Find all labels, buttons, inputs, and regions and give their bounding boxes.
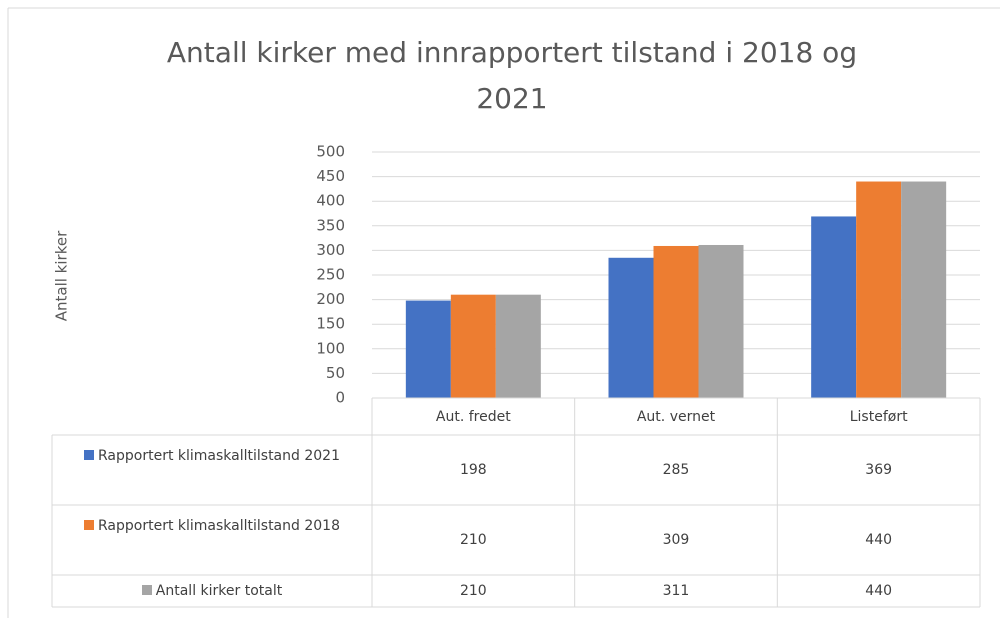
table-value: 285 (662, 462, 690, 478)
legend-label: Rapportert klimaskalltilstand 2018 (98, 518, 340, 534)
bar (811, 216, 857, 398)
table-value: 309 (662, 532, 690, 548)
y-tick-label: 150 (316, 315, 345, 333)
table-value: 311 (662, 583, 690, 599)
legend-swatch (141, 585, 152, 595)
table-value: 440 (865, 583, 893, 599)
category-label: Listeført (849, 408, 908, 425)
y-tick-label: 300 (316, 241, 345, 259)
table-value: 210 (459, 583, 487, 599)
bar (856, 181, 902, 398)
bar (450, 294, 496, 398)
bar (653, 245, 699, 398)
legend-entry: Rapportert klimaskalltilstand 2018 (56, 505, 368, 575)
bar (495, 294, 541, 398)
legend-swatch (84, 520, 94, 530)
y-tick-label: 200 (316, 290, 345, 308)
category-label: Aut. fredet (435, 408, 511, 425)
table-value: 440 (865, 532, 893, 548)
legend-label: Antall kirker totalt (155, 583, 283, 599)
table-value: 198 (459, 462, 487, 478)
y-tick-label: 500 (316, 143, 345, 161)
legend-entry: Antall kirker totalt (56, 575, 368, 607)
y-axis-label: Antall kirker (53, 230, 71, 321)
chart-title: Antall kirker med innrapportert tilstand… (166, 36, 858, 115)
table-value: 210 (459, 532, 487, 548)
y-tick-label: 0 (335, 389, 345, 407)
legend-entry: Rapportert klimaskalltilstand 2021 (56, 435, 368, 505)
bar (608, 257, 654, 398)
y-tick-label: 450 (316, 167, 345, 185)
bar (901, 181, 947, 398)
bar (698, 244, 744, 398)
legend-label: Rapportert klimaskalltilstand 2021 (98, 448, 340, 464)
y-tick-label: 100 (316, 339, 345, 357)
bar (405, 300, 451, 398)
category-label: Aut. vernet (636, 408, 716, 425)
y-tick-label: 350 (316, 216, 345, 234)
y-tick-label: 50 (326, 364, 345, 382)
table-value: 369 (865, 462, 893, 478)
y-tick-label: 250 (316, 266, 345, 284)
y-tick-label: 400 (316, 192, 345, 210)
legend-swatch (84, 450, 94, 460)
